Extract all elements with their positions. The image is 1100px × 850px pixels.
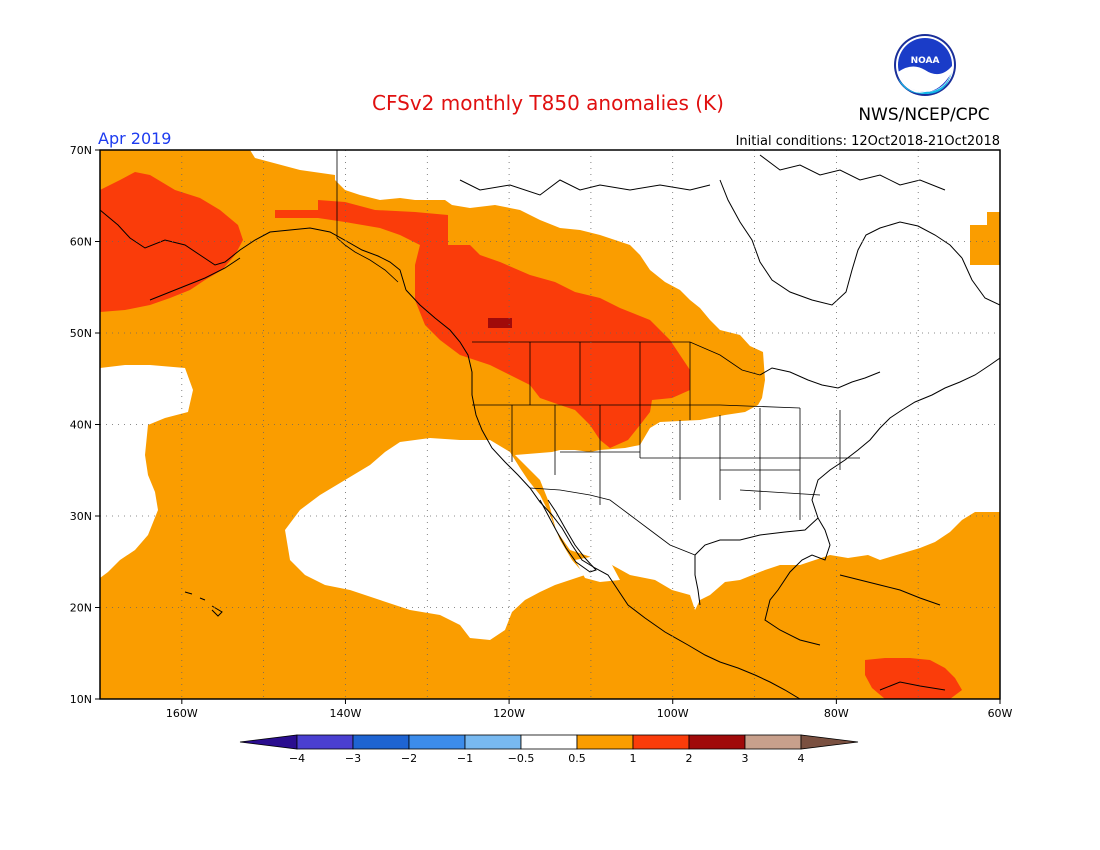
colorbar-label: 4 [798, 752, 805, 765]
lon-tick-label: 160W [166, 707, 198, 720]
coastline-caribbean [839, 574, 946, 691]
colorbar-label: −0.5 [508, 752, 535, 765]
anomaly-region-hot-spot [488, 318, 512, 328]
coastline-west-coast [405, 289, 801, 699]
colorbar-label: 2 [686, 752, 693, 765]
longitude-tick-labels: 160W 140W 120W 100W 80W 60W [166, 699, 1013, 720]
colorbar-label: −4 [289, 752, 305, 765]
lon-tick-label: 60W [988, 707, 1013, 720]
anomaly-region-neutral-pacific-central [285, 438, 585, 640]
lon-tick-label: 120W [493, 707, 525, 720]
anomaly-region-warm-canada-rockies [275, 200, 690, 448]
noaa-logo-text: NOAA [911, 56, 940, 66]
coastline-hawaii [184, 591, 223, 617]
coastline-arctic [459, 154, 946, 196]
valid-month-label: Apr 2019 [98, 129, 171, 148]
lon-tick-label: 80W [824, 707, 849, 720]
latitude-tick-labels: 70N 60N 50N 40N 30N 20N 10N [70, 144, 100, 706]
anomaly-region-neutral-west [100, 365, 193, 578]
political-boundaries [336, 150, 860, 556]
colorbar-box [520, 734, 578, 750]
lat-tick-label: 30N [70, 510, 92, 523]
colorbar-arrow-low [239, 734, 298, 750]
colorbar-box [296, 734, 354, 750]
colorbar-arrow-high [800, 734, 859, 750]
colorbar-box [744, 734, 802, 750]
state-lines [472, 342, 860, 520]
map-panel [100, 150, 1000, 699]
colorbar-box [464, 734, 522, 750]
anomaly-region-neutral-pacific-north [250, 150, 335, 175]
colorbar-box [688, 734, 746, 750]
coastline-labrador [961, 257, 1000, 306]
colorbar-box [632, 734, 690, 750]
lat-tick-label: 10N [70, 693, 92, 706]
initial-conditions-label: Initial conditions: 12Oct2018-21Oct2018 [736, 134, 1000, 149]
colorbar-label: 3 [742, 752, 749, 765]
lat-tick-label: 40N [70, 419, 92, 432]
coastline-gulf [694, 517, 831, 646]
coastline-aleutians [149, 257, 241, 301]
anomaly-region-neutral-east [335, 150, 1000, 610]
coastline-hudson-bay [719, 179, 963, 306]
lon-tick-label: 100W [657, 707, 689, 720]
colorbar-box [352, 734, 410, 750]
border-alaska-canada [336, 150, 399, 283]
coastline-great-lakes [759, 367, 881, 389]
colorbar-label: 1 [630, 752, 637, 765]
lat-tick-label: 60N [70, 236, 92, 249]
lon-tick-label: 140W [330, 707, 362, 720]
colorbar-label: −1 [457, 752, 473, 765]
colorbar-box [576, 734, 634, 750]
lat-tick-label: 70N [70, 144, 92, 157]
map-title: CFSv2 monthly T850 anomalies (K) [372, 91, 724, 115]
lat-tick-label: 20N [70, 602, 92, 615]
colorbar-label: −2 [401, 752, 417, 765]
color-scale-legend: −4 −3 −2 −1 −0.5 0.5 1 2 3 4 [239, 734, 859, 765]
coastline-alaska-south [100, 209, 407, 291]
coastline-east-coast [811, 357, 1000, 519]
graticule [100, 150, 1000, 699]
colorbar-label: −3 [345, 752, 361, 765]
lat-tick-label: 50N [70, 327, 92, 340]
agency-label: NWS/NCEP/CPC [858, 105, 989, 125]
noaa-logo-icon: NOAA [894, 34, 956, 96]
border-us-mexico [529, 487, 696, 556]
coastline-baja [539, 499, 597, 573]
coastlines [100, 154, 1000, 699]
colorbar-box [408, 734, 466, 750]
colorbar-label: 0.5 [568, 752, 586, 765]
